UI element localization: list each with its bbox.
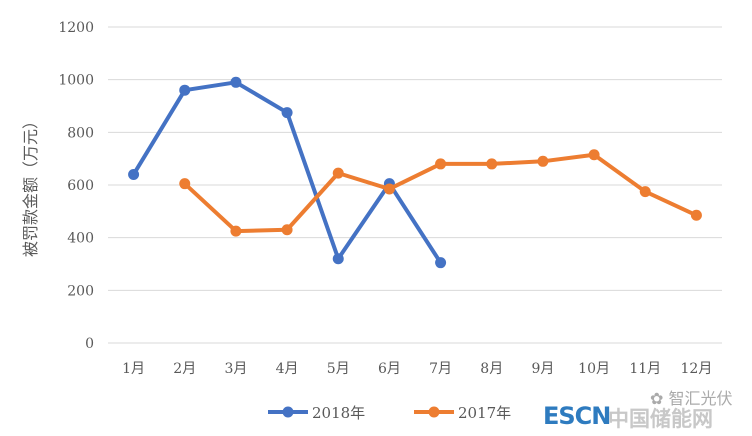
y-tick-label: 0 [85, 336, 94, 352]
legend-label: 2017年 [458, 404, 511, 422]
data-point [537, 155, 549, 167]
x-tick-label: 12月 [681, 361, 713, 377]
x-tick-label: 3月 [224, 361, 247, 377]
y-tick-label: 600 [67, 178, 94, 194]
x-tick-label: 9月 [531, 361, 554, 377]
watermark-wechat-text: 智汇光伏 [668, 389, 733, 408]
watermark-escn: ESCN [543, 402, 611, 430]
data-point [690, 209, 702, 221]
x-tick-label: 11月 [629, 361, 661, 377]
x-tick-label: 5月 [327, 361, 350, 377]
data-point [179, 178, 191, 190]
x-tick-label: 8月 [480, 361, 503, 377]
data-point [383, 183, 395, 195]
x-tick-label: 1月 [122, 361, 145, 377]
data-point [486, 158, 498, 170]
data-point [332, 253, 344, 265]
legend-label: 2018年 [312, 404, 365, 422]
series-2017年 [179, 149, 702, 237]
legend-marker [428, 406, 440, 418]
y-tick-label: 1000 [58, 73, 94, 89]
y-axis-label: 被罚款金额（万元） [21, 113, 40, 257]
data-point [639, 186, 651, 198]
legend-marker [282, 406, 294, 418]
x-tick-label: 4月 [276, 361, 299, 377]
data-point [435, 257, 447, 269]
watermark-cn: 中国储能网 [608, 407, 713, 431]
data-point [588, 149, 600, 161]
data-point [230, 76, 242, 88]
data-point [128, 168, 140, 180]
data-point [179, 84, 191, 96]
watermark-wechat: ✿ 智汇光伏 [650, 389, 733, 408]
y-tick-label: 400 [67, 231, 94, 247]
series-2018年 [128, 76, 447, 269]
data-point [332, 167, 344, 179]
y-tick-label: 200 [67, 283, 94, 299]
data-point [281, 107, 293, 119]
x-tick-label: 6月 [378, 361, 401, 377]
data-point [281, 224, 293, 236]
x-tick-label: 2月 [173, 361, 196, 377]
x-tick-label: 7月 [429, 361, 452, 377]
data-point [435, 158, 447, 170]
y-tick-label: 1200 [58, 20, 94, 36]
x-tick-label: 10月 [578, 361, 610, 377]
data-point [230, 225, 242, 237]
y-tick-label: 800 [67, 125, 94, 141]
